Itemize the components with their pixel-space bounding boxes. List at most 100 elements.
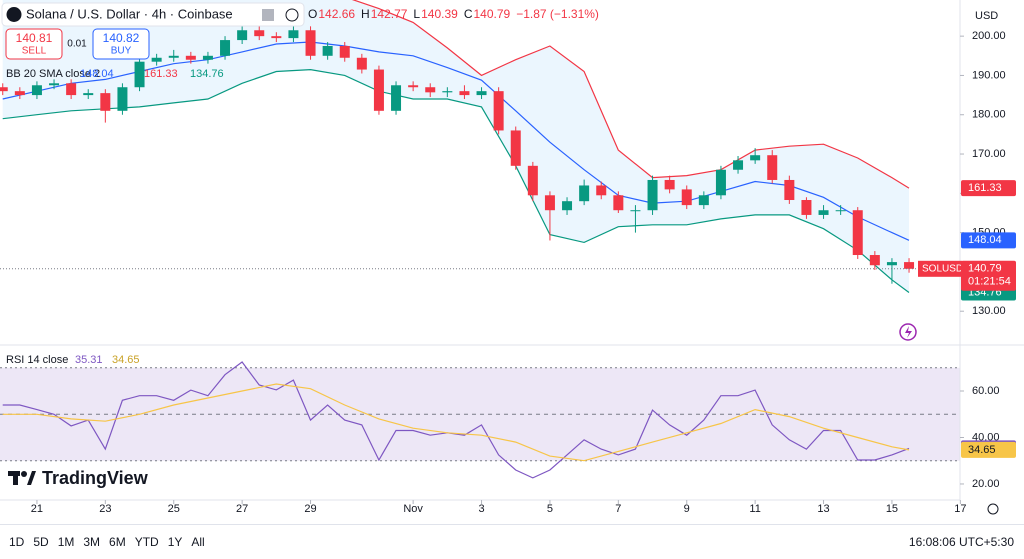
y-tick-label: 130.00 bbox=[972, 305, 1006, 317]
ohlc-value: 140.79 bbox=[473, 7, 510, 21]
logo-text: TradingView bbox=[42, 468, 149, 488]
candle-body bbox=[476, 91, 487, 96]
candle-body bbox=[100, 93, 111, 111]
candle-body bbox=[168, 55, 179, 58]
candle-body bbox=[647, 179, 658, 211]
candle-body bbox=[715, 169, 726, 196]
range-button[interactable]: 1D bbox=[9, 535, 25, 549]
rsi-value: 35.31 bbox=[75, 354, 103, 366]
ohlc-letter: C bbox=[464, 7, 473, 21]
settings-icon[interactable] bbox=[987, 503, 999, 515]
x-tick-label: 25 bbox=[168, 503, 180, 515]
chart: 130.00140.00150.00160.00170.00180.00190.… bbox=[0, 0, 1024, 515]
rsi-line bbox=[2, 383, 910, 462]
candle-body bbox=[869, 255, 880, 266]
symbol-box[interactable] bbox=[1, 2, 305, 27]
buy-label: BUY bbox=[111, 46, 132, 57]
bb-value: 134.76 bbox=[190, 68, 224, 80]
alert-icon bbox=[905, 326, 912, 338]
ohlc-letter: O bbox=[308, 7, 317, 21]
ohlc-value: 142.77 bbox=[371, 7, 408, 21]
x-tick-label: 11 bbox=[749, 503, 760, 515]
buy-button[interactable] bbox=[92, 28, 150, 60]
bb-value: 148.04 bbox=[80, 68, 114, 80]
candle-body bbox=[733, 160, 744, 170]
candle-body bbox=[784, 179, 795, 201]
x-tick-label: Nov bbox=[403, 503, 423, 515]
candle-body bbox=[322, 45, 333, 56]
candle-body bbox=[66, 83, 77, 96]
symbol-icon bbox=[6, 7, 22, 22]
candle-body bbox=[117, 87, 128, 111]
range-button[interactable]: 5D bbox=[33, 535, 49, 549]
candle-body bbox=[664, 179, 675, 190]
candle-body bbox=[613, 195, 624, 211]
icon[interactable] bbox=[285, 8, 299, 22]
candle-body bbox=[442, 91, 453, 93]
x-tick-label: 7 bbox=[615, 503, 621, 515]
buy-price: 140.82 bbox=[103, 31, 140, 45]
ohlc-value: 140.39 bbox=[421, 7, 458, 21]
range-button[interactable]: 1M bbox=[57, 535, 75, 549]
currency[interactable]: USD bbox=[975, 10, 998, 22]
logo bbox=[8, 471, 36, 485]
price-badge-label: 140.79 bbox=[968, 263, 1002, 275]
price-badge bbox=[961, 441, 1016, 458]
candle-body bbox=[630, 210, 641, 212]
spread: 0.01 bbox=[67, 39, 87, 50]
sell-button[interactable] bbox=[5, 28, 63, 60]
candle-body bbox=[391, 85, 402, 111]
range-button[interactable]: YTD bbox=[134, 535, 159, 549]
price-badge-label: 161.33 bbox=[968, 182, 1002, 194]
price-badge-label: 34.65 bbox=[968, 444, 996, 456]
alert-icon[interactable] bbox=[899, 323, 917, 341]
symbol-tag bbox=[918, 260, 962, 277]
price-badge-label: 148.04 bbox=[968, 234, 1002, 246]
ohlc-value: 142.66 bbox=[318, 7, 355, 21]
symbol-title: Solana / U.S. Dollar · 4h · Coinbase bbox=[26, 6, 233, 21]
candle-body bbox=[271, 36, 282, 39]
symbol-tag-label: SOLUSD bbox=[922, 263, 963, 274]
x-tick-label: 27 bbox=[236, 503, 248, 515]
candle-body bbox=[373, 69, 384, 111]
x-tick-label: 23 bbox=[99, 503, 111, 515]
range-button[interactable]: All bbox=[191, 535, 205, 549]
bb-value: 161.33 bbox=[144, 68, 178, 80]
candle-body bbox=[288, 30, 299, 39]
x-tick-label: 9 bbox=[684, 503, 690, 515]
band-line bbox=[351, 0, 910, 189]
candle-body bbox=[49, 83, 60, 86]
sell-price: 140.81 bbox=[16, 31, 53, 45]
price-badge bbox=[961, 180, 1016, 197]
candle-body bbox=[31, 85, 42, 96]
bb-legend: BB 20 SMA close 2 bbox=[6, 68, 100, 80]
y-tick-label: 20.00 bbox=[972, 478, 1000, 490]
range-button[interactable]: 1Y bbox=[167, 535, 183, 549]
icon[interactable] bbox=[262, 9, 274, 21]
candle-body bbox=[339, 45, 350, 58]
x-tick-label: 5 bbox=[547, 503, 553, 515]
candle-body bbox=[459, 91, 470, 96]
candle-body bbox=[14, 91, 25, 96]
candle-body bbox=[835, 210, 846, 212]
range-button[interactable]: 6M bbox=[109, 535, 126, 549]
x-tick-label: 17 bbox=[954, 503, 966, 515]
candle-body bbox=[356, 57, 367, 70]
x-tick-label: 13 bbox=[817, 503, 829, 515]
range-button[interactable]: 3M bbox=[83, 535, 101, 549]
candle-body bbox=[904, 262, 915, 269]
candle-body bbox=[0, 87, 8, 92]
candle-body bbox=[185, 55, 196, 60]
candle-body bbox=[818, 210, 829, 215]
candle-body bbox=[527, 165, 538, 196]
candle-body bbox=[151, 57, 162, 62]
candle-body bbox=[220, 40, 231, 56]
candle-body bbox=[305, 30, 316, 56]
candle-body bbox=[852, 210, 863, 256]
candle-body bbox=[134, 61, 145, 88]
candle-body bbox=[408, 85, 419, 88]
sell-label: SELL bbox=[22, 46, 47, 57]
band-fill bbox=[2, 0, 909, 293]
y-tick-label: 170.00 bbox=[972, 148, 1006, 160]
x-tick-label: 15 bbox=[886, 503, 898, 515]
